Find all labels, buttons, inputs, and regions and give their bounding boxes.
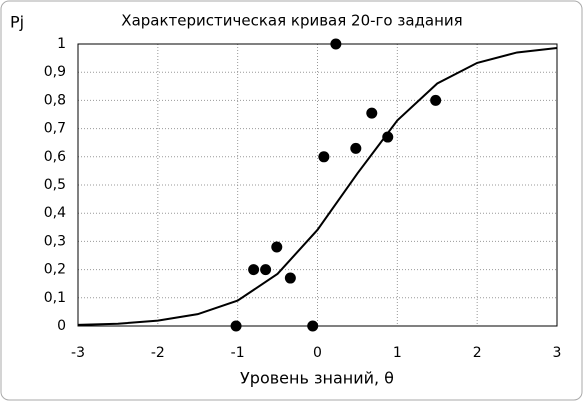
y-tick-label: 0,2 bbox=[44, 262, 66, 278]
point bbox=[318, 151, 330, 163]
point bbox=[350, 142, 362, 154]
point bbox=[248, 264, 260, 276]
y-tick-label: 0,7 bbox=[44, 121, 66, 137]
point bbox=[284, 272, 296, 284]
curve bbox=[77, 46, 558, 326]
y-tick-label: 0,5 bbox=[44, 177, 66, 193]
point bbox=[230, 320, 242, 332]
x-tick-label: -1 bbox=[231, 345, 245, 361]
y-tick-label: 0,6 bbox=[44, 149, 66, 165]
y-tick-label: 0,9 bbox=[44, 64, 66, 80]
point bbox=[271, 241, 283, 253]
point bbox=[260, 264, 272, 276]
x-tick-label: 3 bbox=[553, 345, 562, 361]
x-tick-label: -2 bbox=[151, 345, 165, 361]
y-tick-label: 1 bbox=[57, 36, 66, 52]
point bbox=[430, 94, 442, 106]
x-tick-label: -3 bbox=[71, 345, 85, 361]
x-axis-label: Уровень знаний, θ bbox=[240, 369, 394, 388]
y-axis-label: Pj bbox=[10, 13, 24, 32]
x-tick-label: 0 bbox=[313, 345, 322, 361]
chart-title: Характеристическая кривая 20-го задания bbox=[121, 12, 462, 30]
point bbox=[307, 320, 319, 332]
point bbox=[382, 131, 394, 143]
x-tick-label: 1 bbox=[393, 345, 402, 361]
y-tick-label: 0,8 bbox=[44, 92, 66, 108]
y-tick-label: 0,1 bbox=[44, 290, 66, 306]
y-tick-label: 0,3 bbox=[44, 233, 66, 249]
point bbox=[366, 107, 378, 119]
point bbox=[330, 38, 342, 50]
x-tick-label: 2 bbox=[473, 345, 482, 361]
y-tick-label: 0 bbox=[57, 318, 66, 334]
y-tick-label: 0,4 bbox=[44, 205, 66, 221]
